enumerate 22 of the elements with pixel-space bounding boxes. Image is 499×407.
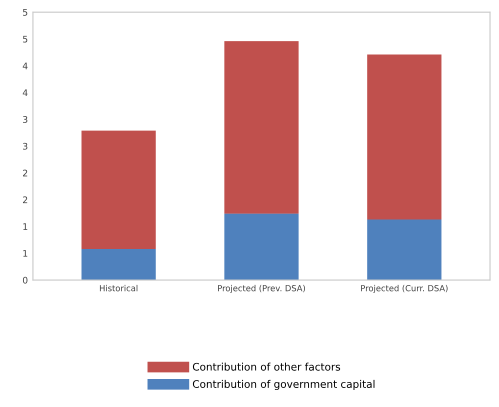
x-tick-label: Projected (Prev. DSA) (218, 284, 305, 293)
bar (367, 219, 442, 280)
y-tick-label: 0 (22, 276, 28, 284)
y-tick-label: 1 (23, 250, 28, 257)
y-tick-label: 3 (23, 142, 28, 150)
x-tick-label: Projected (Curr. DSA) (361, 284, 448, 293)
bar (82, 130, 156, 249)
legend-label: Contribution of government capital (192, 380, 374, 390)
x-tick-label: Historical (100, 284, 138, 292)
legend-label: Contribution of other factors (192, 362, 340, 371)
y-tick-label: 5 (23, 9, 28, 16)
y-tick-label: 4 (22, 62, 28, 70)
y-tick-label: 2 (22, 196, 28, 204)
bar (82, 248, 156, 280)
bar (224, 41, 299, 214)
bar (367, 54, 442, 220)
y-tick-label: 4 (22, 89, 28, 96)
y-tick-label: 2 (22, 170, 28, 176)
y-tick-label: 5 (23, 36, 28, 43)
y-tick-label: 1 (23, 223, 28, 230)
y-tick-label: 3 (23, 116, 28, 123)
bar (224, 214, 299, 280)
